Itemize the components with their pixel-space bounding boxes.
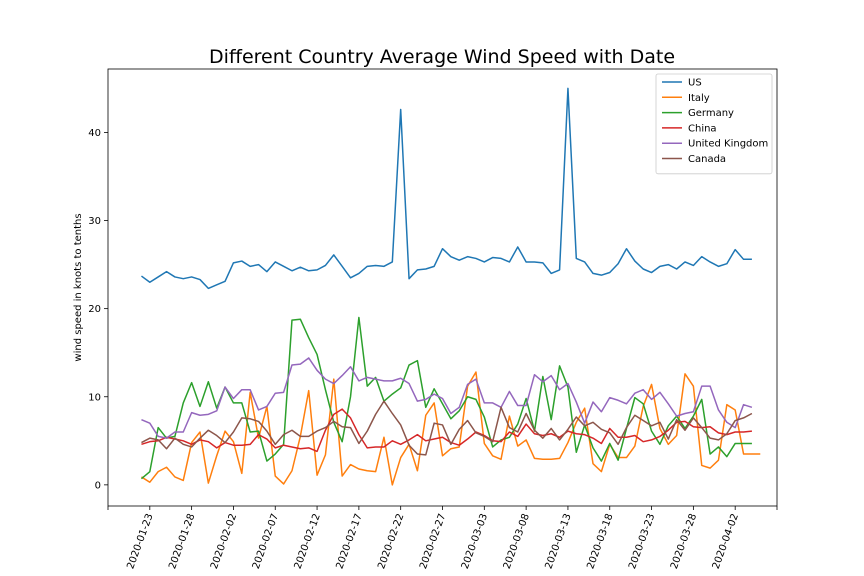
y-axis-label: wind speed in knots to tenths — [73, 213, 84, 361]
series-line-germany — [140, 316, 752, 480]
legend-label: United Kingdom — [688, 139, 768, 150]
y-tick-label: 20 — [88, 304, 101, 315]
legend-label: US — [688, 78, 702, 89]
y-tick-label: 10 — [88, 392, 101, 403]
legend-label: Germany — [688, 108, 734, 119]
series-line-united-kingdom — [141, 357, 753, 439]
legend-box — [655, 73, 773, 175]
series-layer — [140, 87, 761, 486]
series-line-italy — [141, 371, 761, 486]
legend-label: China — [688, 123, 717, 134]
legend: US Italy Germany China United Kingdom Canada — [655, 73, 773, 175]
y-tick-label: 30 — [88, 216, 101, 227]
legend-label: Canada — [688, 154, 726, 165]
legend-label: Italy — [688, 93, 710, 104]
y-axis: 0 10 20 30 40 — [88, 128, 108, 491]
series-line-canada — [141, 400, 753, 456]
y-tick-label: 0 — [95, 480, 101, 491]
chart-title: Different Country Average Wind Speed wit… — [209, 46, 675, 68]
series-line-china — [141, 408, 752, 453]
series-line-us — [141, 87, 752, 290]
y-tick-label: 40 — [88, 128, 101, 139]
